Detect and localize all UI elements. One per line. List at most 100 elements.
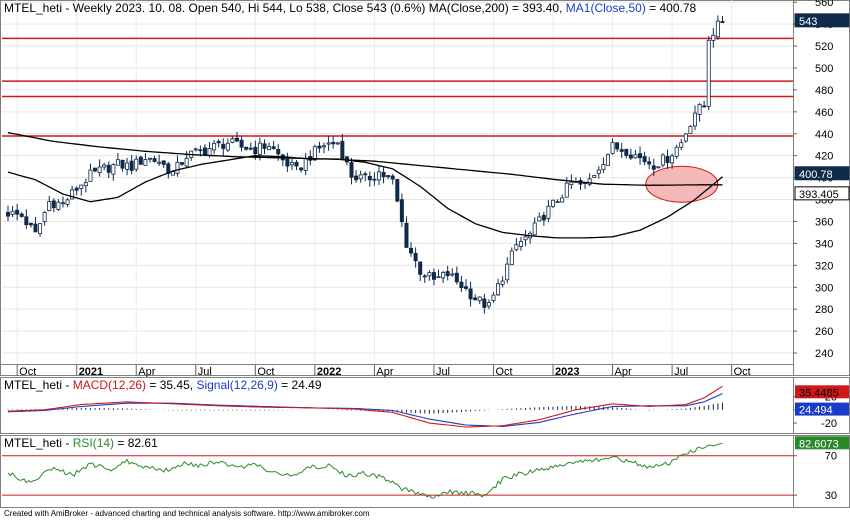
candle-body	[376, 171, 381, 181]
candle-body	[340, 140, 345, 160]
candle-body	[106, 164, 111, 173]
candle-body	[670, 155, 675, 164]
price-tick-label: 480	[815, 85, 833, 97]
candle-body	[221, 143, 226, 149]
candles-group	[6, 15, 725, 314]
candle-body	[202, 147, 207, 155]
candle-body	[285, 158, 290, 167]
candle-body	[624, 148, 629, 156]
candle-body	[225, 142, 230, 151]
time-tick-label: 2022	[317, 366, 341, 378]
candle-body	[289, 162, 294, 166]
time-tick-label: Jul	[674, 366, 688, 378]
candle-body	[244, 146, 249, 150]
candle-body	[422, 275, 427, 278]
rsi-sep: -	[62, 436, 73, 450]
candle-body	[711, 34, 716, 41]
signal-label: Signal(12,26,9)	[196, 378, 278, 392]
candle-body	[551, 199, 556, 207]
time-tick-label: Jul	[436, 366, 450, 378]
candle-body	[459, 281, 464, 289]
candle-body	[541, 214, 546, 221]
candle-body	[395, 179, 400, 202]
macd-symbol: MTEL_heti	[4, 378, 63, 392]
candle-body	[93, 167, 98, 172]
candle-body	[125, 162, 130, 170]
price-tick-label: 520	[815, 41, 833, 53]
candle-body	[267, 146, 272, 151]
candle-body	[610, 142, 615, 154]
macd-tick-label: -20	[821, 418, 837, 430]
candle-body	[651, 165, 656, 170]
candle-body	[404, 222, 409, 248]
candle-body	[431, 272, 436, 280]
candle-body	[24, 216, 29, 226]
price-tick-label: 560	[815, 0, 833, 9]
candle-body	[207, 147, 212, 156]
candle-body	[262, 143, 267, 149]
candle-body	[427, 272, 432, 277]
candle-body	[642, 156, 647, 163]
time-tick-label: Apr	[615, 366, 632, 378]
candle-body	[445, 271, 450, 277]
candle-body	[619, 149, 624, 152]
candle-body	[276, 148, 281, 155]
candle-body	[180, 162, 185, 165]
ma50-label: MA1(Close,50)	[565, 1, 646, 15]
ma50-badge-box	[794, 166, 850, 181]
candle-body	[193, 148, 198, 151]
candle-body	[720, 21, 725, 24]
time-tick-label: 2021	[79, 366, 103, 378]
ma50-value: = 400.78	[645, 1, 697, 15]
candle-body	[706, 39, 711, 107]
time-tick-label: Oct	[19, 366, 36, 378]
candle-body	[482, 298, 487, 308]
candle-body	[143, 159, 148, 166]
time-tick-label: Oct	[495, 366, 512, 378]
candle-body	[317, 145, 322, 149]
candle-body	[331, 141, 336, 145]
candle-body	[138, 156, 143, 165]
time-tick-label: Apr	[138, 366, 155, 378]
candle-body	[473, 297, 478, 301]
candle-body	[120, 159, 125, 169]
ma200-line	[7, 132, 723, 186]
candle-body	[441, 272, 446, 279]
macd-line	[7, 385, 723, 428]
candle-body	[592, 174, 597, 178]
candle-body	[212, 143, 217, 151]
candle-body	[381, 171, 386, 178]
candle-body	[234, 137, 239, 142]
candle-body	[147, 157, 152, 160]
candle-body	[601, 164, 606, 170]
candle-body	[587, 178, 592, 185]
candle-body	[354, 175, 359, 181]
candle-body	[454, 272, 459, 283]
macd-sep: -	[62, 378, 73, 392]
price-tick-label: 460	[815, 107, 833, 119]
candle-body	[560, 197, 565, 203]
candle-body	[660, 154, 665, 166]
macd-histogram	[7, 402, 723, 414]
rsi-tick-label: 70	[825, 451, 837, 463]
candle-body	[702, 105, 707, 108]
macd-badge-box	[795, 385, 849, 399]
candle-body	[688, 126, 693, 134]
candle-body	[491, 294, 496, 301]
time-tick-label: Apr	[376, 366, 393, 378]
candle-body	[170, 171, 175, 176]
price-tick-label: 420	[815, 151, 833, 163]
macd-value: = 35.45,	[146, 378, 197, 392]
candle-body	[184, 157, 189, 167]
candle-body	[683, 133, 688, 142]
candle-body	[555, 201, 560, 203]
candle-body	[239, 139, 244, 148]
signal-badge: 24.494	[799, 405, 833, 417]
candle-body	[175, 161, 180, 174]
candle-body	[6, 212, 11, 217]
signal-line	[7, 393, 723, 427]
candle-body	[697, 104, 702, 115]
price-panel-frame	[0, 0, 850, 376]
candle-body	[537, 216, 542, 222]
